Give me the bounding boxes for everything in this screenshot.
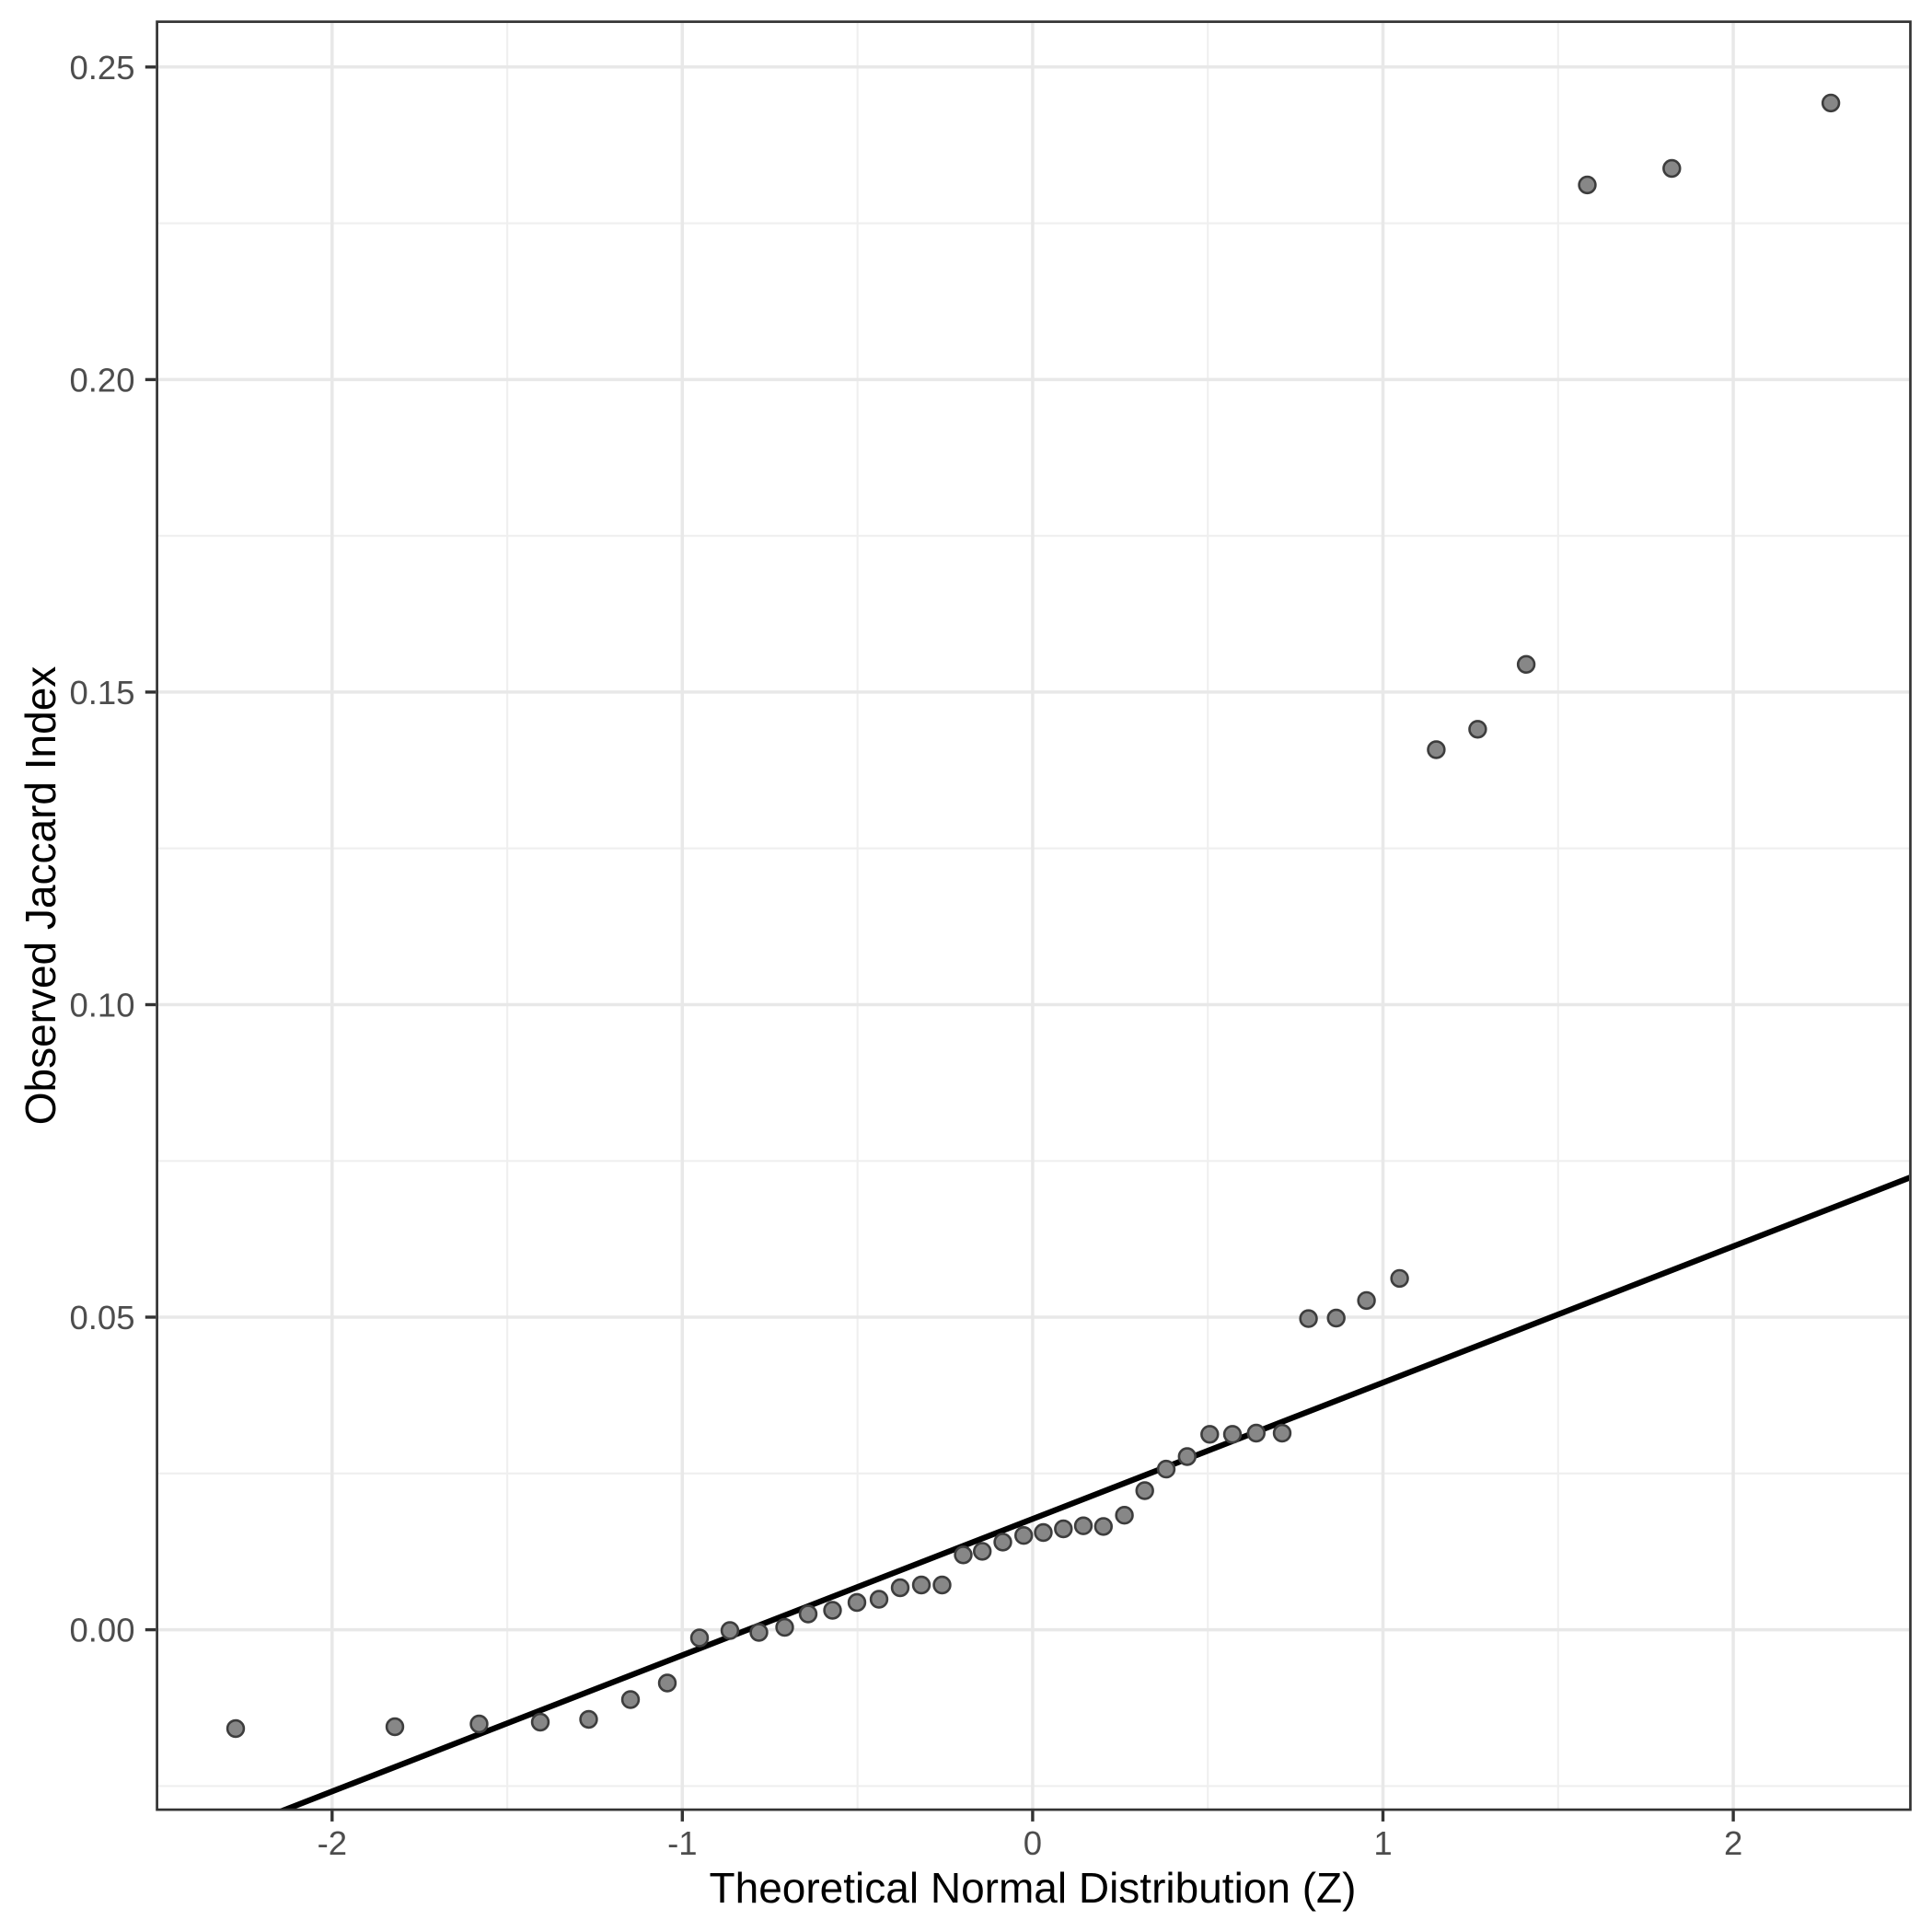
svg-text:0.10: 0.10 — [69, 987, 134, 1024]
svg-text:0: 0 — [1024, 1824, 1042, 1862]
svg-text:0.25: 0.25 — [69, 49, 134, 87]
svg-text:0.00: 0.00 — [69, 1612, 134, 1649]
svg-text:0.15: 0.15 — [69, 674, 134, 711]
svg-text:0.20: 0.20 — [69, 361, 134, 399]
svg-text:2: 2 — [1724, 1824, 1742, 1862]
svg-text:-2: -2 — [318, 1824, 347, 1862]
svg-text:-1: -1 — [667, 1824, 697, 1862]
svg-text:1: 1 — [1373, 1824, 1392, 1862]
svg-text:Theoretical Normal Distributio: Theoretical Normal Distribution (Z) — [710, 1864, 1357, 1912]
svg-text:0.05: 0.05 — [69, 1299, 134, 1336]
svg-text:Observed Jaccard Index: Observed Jaccard Index — [17, 666, 64, 1126]
